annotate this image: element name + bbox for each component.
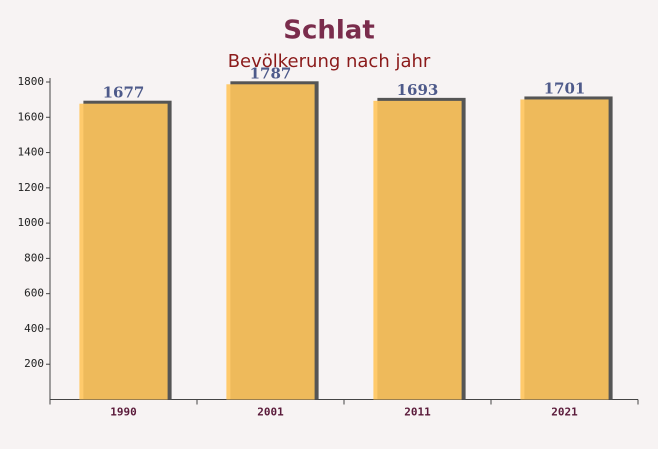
value-label: 1701	[544, 79, 586, 97]
y-tick-label: 800	[24, 251, 44, 264]
y-tick-label: 1000	[18, 216, 45, 229]
bar	[373, 100, 462, 400]
bar	[520, 99, 609, 400]
y-tick-label: 1600	[18, 110, 45, 123]
bar	[79, 103, 168, 400]
chart-subtitle: Bevölkerung nach jahr	[228, 51, 431, 72]
y-tick-label: 1200	[18, 181, 45, 194]
value-label: 1787	[250, 64, 292, 82]
y-tick-label: 400	[24, 322, 44, 335]
y-tick-label: 1800	[18, 75, 45, 88]
y-tick-label: 200	[24, 357, 44, 370]
x-tick-label: 2001	[257, 406, 284, 419]
x-tick-label: 1990	[110, 406, 137, 419]
x-tick-label: 2011	[404, 406, 431, 419]
x-tick-label: 2021	[551, 406, 578, 419]
y-tick-label: 600	[24, 287, 44, 300]
value-label: 1677	[103, 84, 145, 102]
value-label: 1693	[397, 81, 439, 99]
bar	[226, 84, 315, 400]
chart-title: Schlat	[283, 16, 375, 46]
y-tick-label: 1400	[18, 146, 45, 159]
